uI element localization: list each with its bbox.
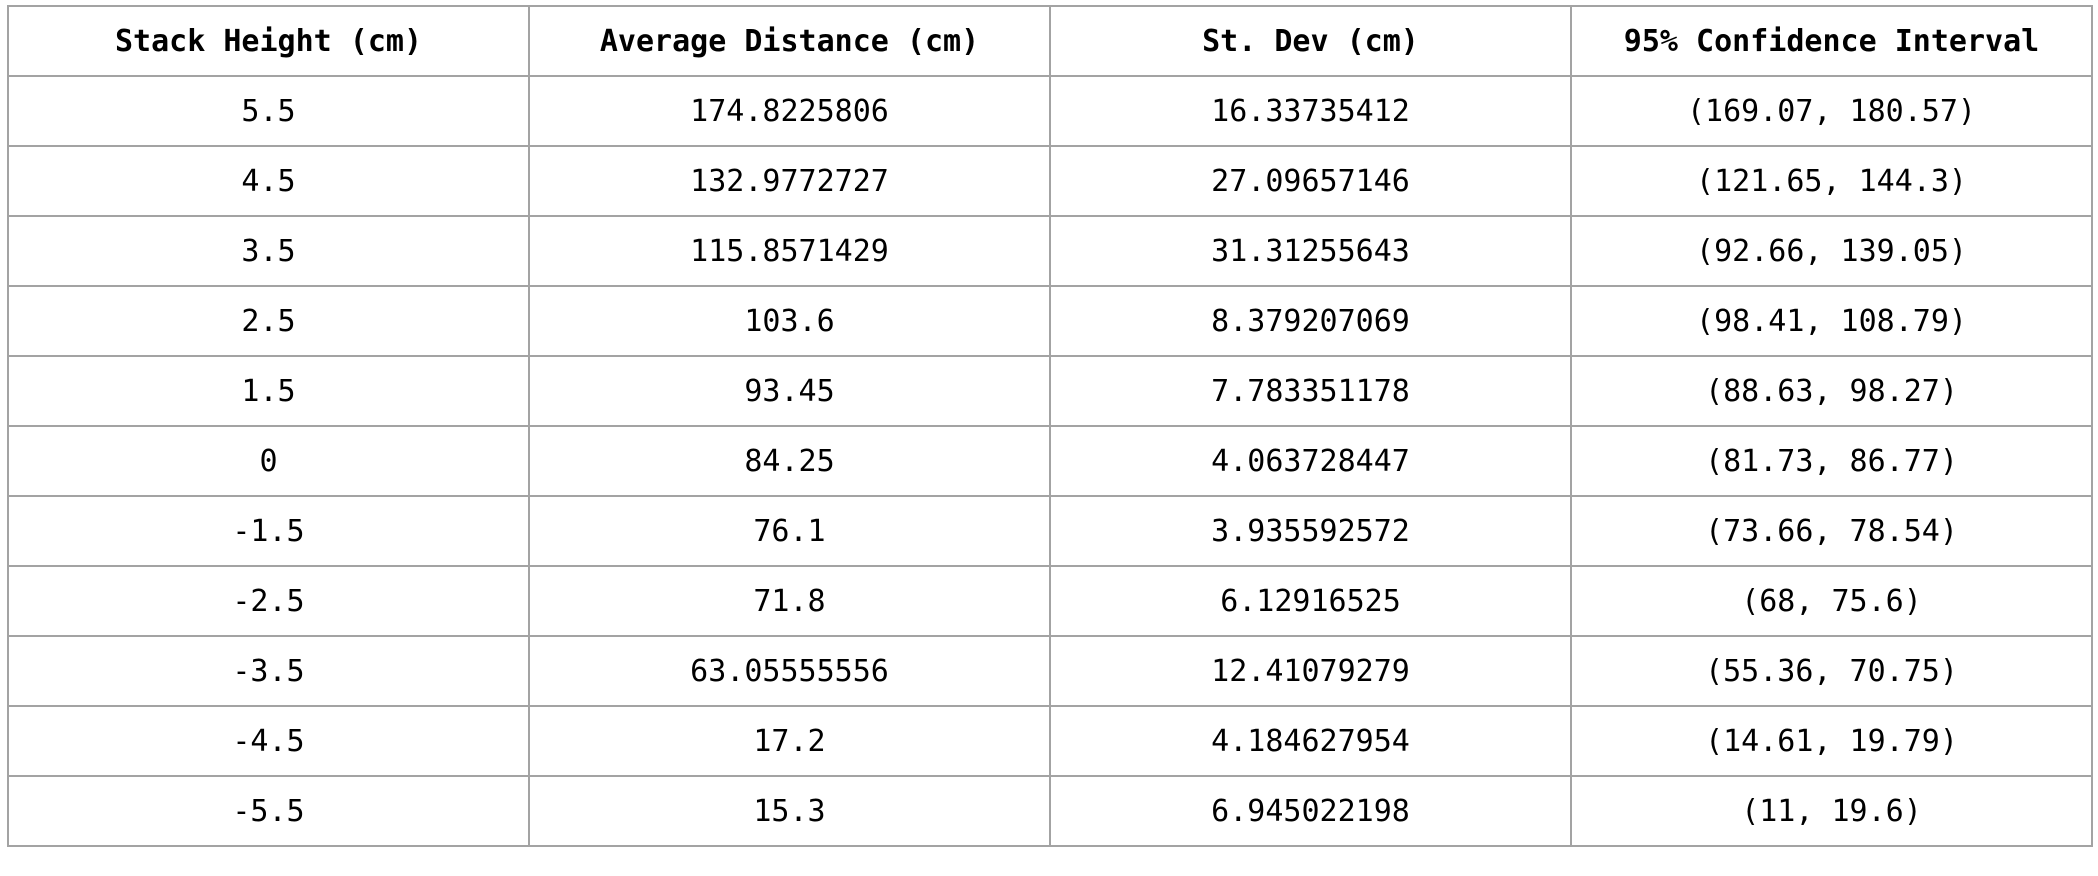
cell-stack-height: -3.5: [7, 635, 530, 707]
cell-confidence-interval: (11, 19.6): [1570, 775, 2093, 847]
cell-stack-height: 2.5: [7, 285, 530, 357]
table-row: -3.5 63.05555556 12.41079279 (55.36, 70.…: [7, 635, 2093, 707]
cell-st-dev: 3.935592572: [1049, 495, 1572, 567]
table-row: 1.5 93.45 7.783351178 (88.63, 98.27): [7, 355, 2093, 427]
table-row: 3.5 115.8571429 31.31255643 (92.66, 139.…: [7, 215, 2093, 287]
table-row: 4.5 132.9772727 27.09657146 (121.65, 144…: [7, 145, 2093, 217]
cell-st-dev: 6.945022198: [1049, 775, 1572, 847]
cell-stack-height: 5.5: [7, 75, 530, 147]
cell-average-distance: 103.6: [528, 285, 1051, 357]
data-table-container: Stack Height (cm) Average Distance (cm) …: [7, 5, 2093, 847]
cell-average-distance: 17.2: [528, 705, 1051, 777]
header-st-dev: St. Dev (cm): [1049, 5, 1572, 77]
data-table: Stack Height (cm) Average Distance (cm) …: [7, 5, 2093, 847]
cell-st-dev: 6.12916525: [1049, 565, 1572, 637]
table-row: 2.5 103.6 8.379207069 (98.41, 108.79): [7, 285, 2093, 357]
header-confidence-interval: 95% Confidence Interval: [1570, 5, 2093, 77]
cell-average-distance: 132.9772727: [528, 145, 1051, 217]
cell-confidence-interval: (55.36, 70.75): [1570, 635, 2093, 707]
cell-st-dev: 16.33735412: [1049, 75, 1572, 147]
cell-stack-height: 4.5: [7, 145, 530, 217]
cell-confidence-interval: (98.41, 108.79): [1570, 285, 2093, 357]
cell-stack-height: -4.5: [7, 705, 530, 777]
cell-confidence-interval: (68, 75.6): [1570, 565, 2093, 637]
cell-stack-height: -1.5: [7, 495, 530, 567]
cell-st-dev: 31.31255643: [1049, 215, 1572, 287]
table-header: Stack Height (cm) Average Distance (cm) …: [7, 5, 2093, 77]
cell-stack-height: 3.5: [7, 215, 530, 287]
cell-st-dev: 4.063728447: [1049, 425, 1572, 497]
cell-average-distance: 93.45: [528, 355, 1051, 427]
cell-average-distance: 84.25: [528, 425, 1051, 497]
cell-stack-height: -5.5: [7, 775, 530, 847]
cell-confidence-interval: (92.66, 139.05): [1570, 215, 2093, 287]
table-row: -4.5 17.2 4.184627954 (14.61, 19.79): [7, 705, 2093, 777]
cell-average-distance: 76.1: [528, 495, 1051, 567]
cell-average-distance: 115.8571429: [528, 215, 1051, 287]
header-stack-height: Stack Height (cm): [7, 5, 530, 77]
cell-st-dev: 12.41079279: [1049, 635, 1572, 707]
table-body: 5.5 174.8225806 16.33735412 (169.07, 180…: [7, 75, 2093, 847]
header-row: Stack Height (cm) Average Distance (cm) …: [7, 5, 2093, 77]
cell-st-dev: 27.09657146: [1049, 145, 1572, 217]
table-row: 0 84.25 4.063728447 (81.73, 86.77): [7, 425, 2093, 497]
cell-confidence-interval: (88.63, 98.27): [1570, 355, 2093, 427]
cell-confidence-interval: (81.73, 86.77): [1570, 425, 2093, 497]
cell-st-dev: 8.379207069: [1049, 285, 1572, 357]
cell-confidence-interval: (14.61, 19.79): [1570, 705, 2093, 777]
table-row: 5.5 174.8225806 16.33735412 (169.07, 180…: [7, 75, 2093, 147]
cell-st-dev: 4.184627954: [1049, 705, 1572, 777]
cell-average-distance: 71.8: [528, 565, 1051, 637]
cell-confidence-interval: (169.07, 180.57): [1570, 75, 2093, 147]
table-row: -1.5 76.1 3.935592572 (73.66, 78.54): [7, 495, 2093, 567]
cell-stack-height: 0: [7, 425, 530, 497]
cell-average-distance: 174.8225806: [528, 75, 1051, 147]
cell-confidence-interval: (73.66, 78.54): [1570, 495, 2093, 567]
cell-stack-height: 1.5: [7, 355, 530, 427]
header-average-distance: Average Distance (cm): [528, 5, 1051, 77]
cell-confidence-interval: (121.65, 144.3): [1570, 145, 2093, 217]
table-row: -5.5 15.3 6.945022198 (11, 19.6): [7, 775, 2093, 847]
cell-st-dev: 7.783351178: [1049, 355, 1572, 427]
cell-average-distance: 63.05555556: [528, 635, 1051, 707]
cell-stack-height: -2.5: [7, 565, 530, 637]
cell-average-distance: 15.3: [528, 775, 1051, 847]
table-row: -2.5 71.8 6.12916525 (68, 75.6): [7, 565, 2093, 637]
